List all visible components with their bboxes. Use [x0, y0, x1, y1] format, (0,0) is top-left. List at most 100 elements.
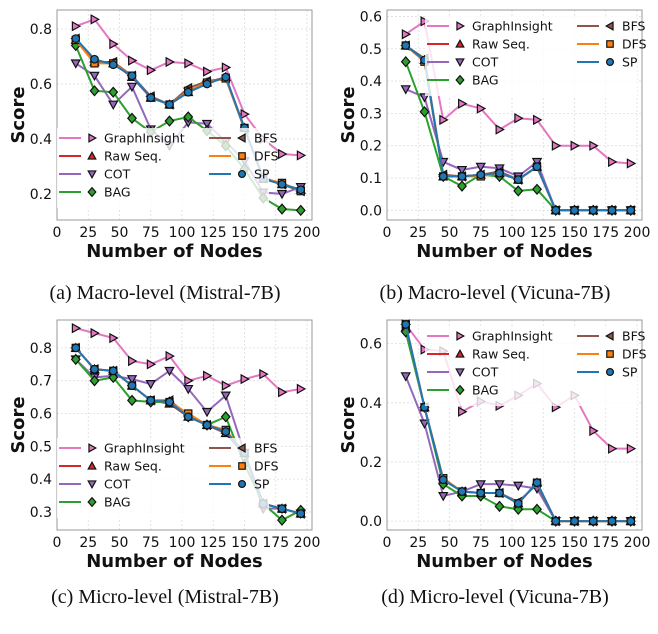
legend-marker [238, 462, 246, 470]
data-point [183, 111, 194, 123]
data-point [607, 516, 617, 526]
legend-item: SP [209, 167, 270, 182]
x-tick-label: 200 [294, 535, 321, 551]
legend-item: COT [59, 477, 131, 492]
data-point [570, 140, 580, 151]
legend-marker [455, 384, 465, 396]
y-tick-label: 0.4 [360, 396, 382, 412]
data-point [570, 205, 579, 215]
data-point [296, 383, 307, 395]
legend-label: COT [472, 365, 499, 380]
data-point [146, 93, 156, 103]
legend-item: Raw Seq. [59, 459, 162, 474]
x-tick-label: 25 [409, 535, 427, 551]
data-point [532, 478, 542, 488]
data-point [164, 366, 175, 377]
legend-marker [238, 152, 246, 160]
legend-label: COT [104, 167, 131, 182]
data-point [126, 82, 138, 93]
legend-label: GraphInsight [472, 19, 553, 34]
data-point [400, 326, 411, 338]
y-tick-label: 0.5 [360, 42, 382, 58]
data-point [90, 54, 99, 64]
legend-item: SP [577, 55, 638, 70]
legend-marker [455, 38, 465, 48]
legend-marker [236, 133, 246, 143]
x-tick-label: 100 [169, 535, 196, 551]
data-point [221, 72, 231, 82]
legend: GraphInsight Raw Seq. COT BAG BFS DFS SP [57, 128, 279, 208]
legend-marker [455, 368, 465, 378]
y-tick-label: 0.6 [360, 337, 382, 353]
y-tick-label: 0.5 [30, 439, 52, 455]
legend-item: GraphInsight [427, 19, 553, 34]
legend-marker [236, 443, 246, 453]
x-tick-label: 150 [231, 225, 258, 241]
data-point [607, 205, 617, 215]
data-point [626, 205, 636, 215]
x-tick-label: 100 [499, 535, 526, 551]
legend-label: DFS [622, 347, 647, 362]
data-point [626, 158, 637, 169]
data-point [514, 113, 524, 124]
x-tick-label: 50 [111, 225, 129, 241]
x-axis-label: Number of Nodes [86, 241, 263, 260]
legend-label: GraphInsight [104, 441, 185, 456]
legend-label: GraphInsight [472, 329, 553, 344]
legend-marker [87, 170, 97, 180]
data-point [90, 364, 99, 374]
data-point [551, 205, 561, 215]
data-point [127, 112, 137, 125]
y-tick-label: 0.6 [360, 9, 382, 25]
axes-frame [386, 319, 643, 531]
y-tick-label: 0.2 [360, 455, 382, 471]
legend-item: BFS [209, 441, 278, 456]
chart-panel-b: 0 25 50 75 100 125 150 175 200 0.0 0.1 0.2 0.3 0.4 0.5… [330, 0, 658, 262]
legend-item: BFS [209, 131, 278, 146]
legend-item: DFS [209, 459, 279, 474]
data-point [89, 71, 100, 82]
data-point [277, 504, 287, 514]
x-tick-label: 175 [262, 535, 289, 551]
legend-item: BFS [577, 329, 646, 344]
data-point [626, 516, 636, 526]
data-point [203, 66, 213, 77]
data-point [296, 509, 306, 518]
legend-item: DFS [209, 149, 279, 164]
legend-label: BAG [104, 495, 131, 510]
data-point [126, 375, 138, 385]
legend-marker [456, 331, 466, 341]
legend-label: BAG [472, 73, 499, 88]
x-tick-label: 175 [592, 225, 619, 241]
x-tick-label: 150 [561, 535, 588, 551]
legend-marker [606, 350, 614, 358]
series-sp [401, 41, 636, 215]
legend-marker [87, 186, 97, 198]
data-point [71, 343, 81, 353]
legend-label: BFS [254, 441, 278, 456]
legend: GraphInsight Raw Seq. COT BAG BFS DFS SP [57, 438, 279, 518]
x-tick-label: 200 [624, 535, 651, 551]
data-point [278, 386, 288, 398]
data-point [183, 412, 193, 422]
legend-label: DFS [622, 37, 647, 52]
legend-marker [455, 348, 465, 358]
data-point [109, 38, 119, 50]
data-point [400, 85, 411, 95]
x-tick-label: 200 [624, 225, 651, 241]
legend-item: COT [427, 365, 499, 380]
y-axis-label: Score [338, 396, 359, 453]
y-tick-label: 0.4 [30, 472, 52, 488]
data-point [146, 396, 156, 405]
x-tick-label: 125 [200, 535, 227, 551]
legend-item: GraphInsight [59, 131, 185, 146]
data-point [296, 185, 306, 195]
data-point [495, 124, 505, 135]
y-tick-label: 0.6 [30, 407, 52, 423]
data-point [513, 503, 524, 516]
data-point [551, 516, 561, 526]
legend-marker [88, 443, 98, 453]
data-point [165, 56, 175, 68]
legend-marker [455, 58, 465, 68]
legend-item: COT [427, 55, 499, 70]
